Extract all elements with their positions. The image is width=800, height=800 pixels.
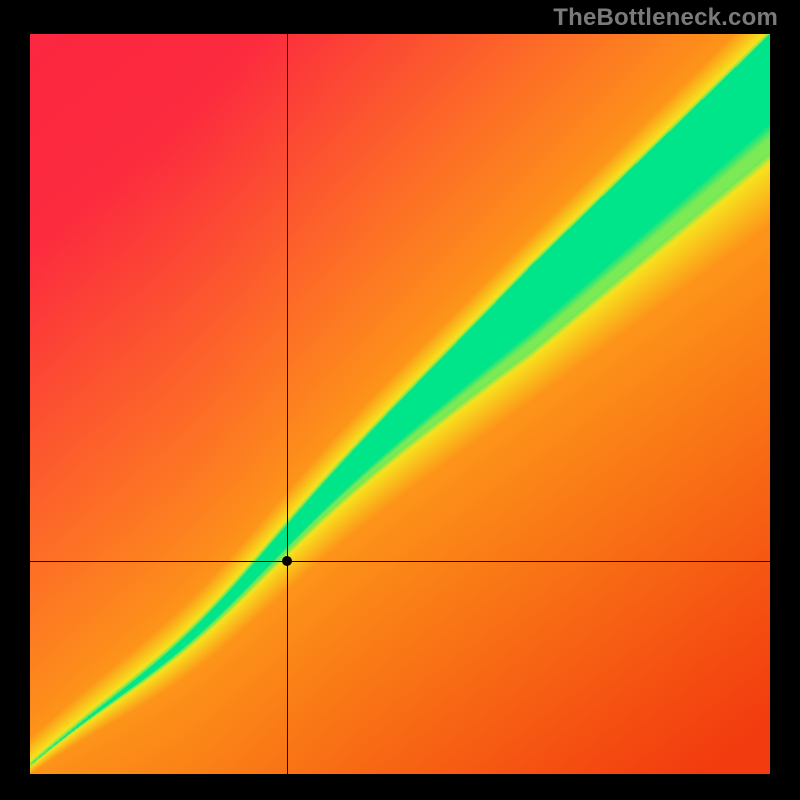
- heatmap-canvas: [30, 34, 770, 774]
- heatmap-area: [30, 34, 770, 774]
- chart-frame: TheBottleneck.com: [0, 0, 800, 800]
- watermark-text: TheBottleneck.com: [553, 4, 778, 32]
